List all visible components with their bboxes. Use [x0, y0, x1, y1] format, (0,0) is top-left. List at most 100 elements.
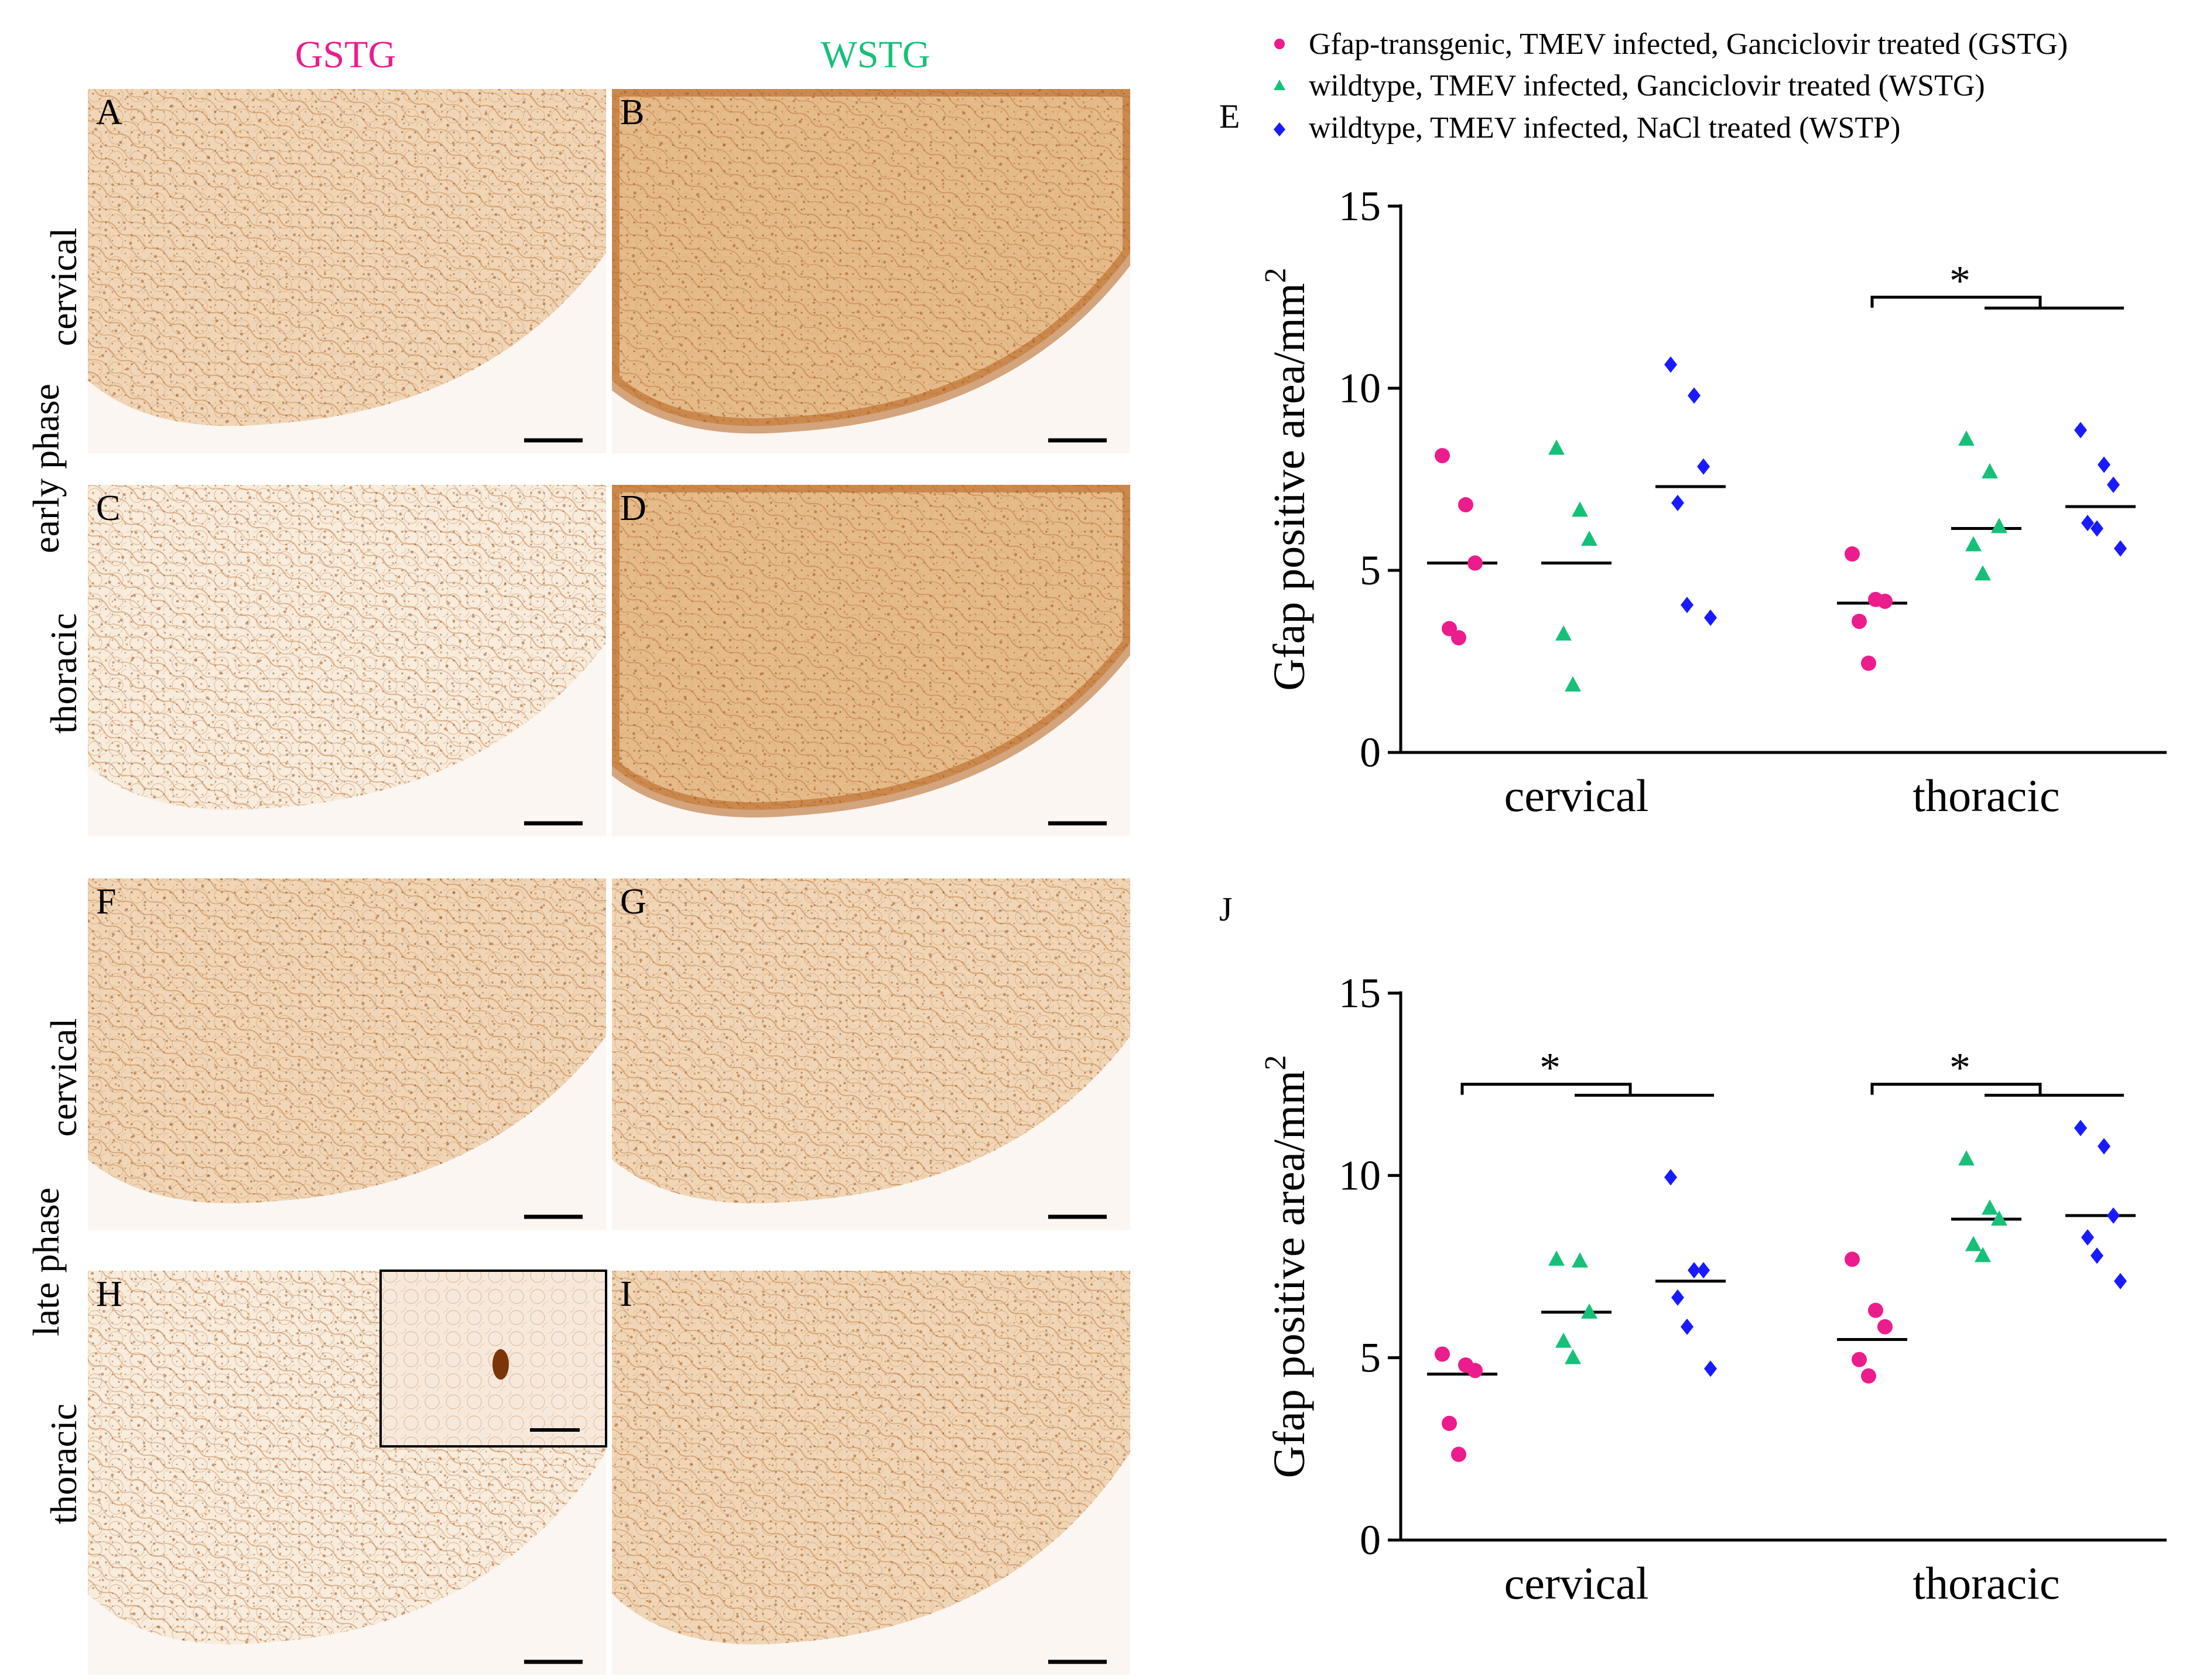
data-point-wstp	[2081, 1229, 2094, 1246]
micrograph-b: B	[612, 89, 1130, 453]
data-point-wstp	[2114, 1272, 2127, 1289]
data-point-gstg	[1877, 1319, 1893, 1335]
data-point-gstg	[1852, 614, 1867, 629]
chart-panel-e: E 0 5 10 15 Gfap positive area/mm2 cervical tho…	[1219, 97, 2167, 821]
significance-bracket	[1460, 1083, 1632, 1096]
data-point-gstg	[1852, 1351, 1867, 1367]
significance-bracket	[1870, 1083, 2042, 1096]
data-point-gstg	[1442, 621, 1457, 637]
legend-label-wstp: wildtype, TMEV infected, NaCl treated (W…	[1309, 111, 1900, 145]
region-label-early-thoracic: thoracic	[43, 613, 84, 734]
x-category-label: thoracic	[1913, 1558, 2059, 1609]
panel-letter-a: A	[96, 93, 122, 132]
y-tick-label: 0	[1360, 1517, 1381, 1563]
data-point-wstg	[1982, 1199, 1998, 1215]
data-point-wstp	[2081, 515, 2094, 532]
chart-panel-j: J 0 5 10 15 Gfap positive area/mm2 cervical tho…	[1219, 890, 2167, 1609]
micrograph-a: A	[88, 89, 606, 453]
panel-letter-b: B	[620, 93, 644, 132]
panel-letter-h: H	[96, 1274, 122, 1314]
astrocyte-cell	[492, 1349, 509, 1380]
y-tick-label: 10	[1339, 365, 1381, 412]
data-point-wstg	[1555, 1332, 1572, 1348]
data-point-wstp	[1681, 1318, 1693, 1335]
data-point-wstg	[1958, 430, 1975, 446]
data-point-wstp	[1704, 609, 1717, 626]
micrograph-grid: A B C D F G H I	[88, 89, 1130, 1675]
y-tick-label: 15	[1339, 183, 1381, 230]
legend-marker-wstg	[1274, 80, 1285, 90]
data-point-wstg	[1581, 531, 1597, 546]
data-point-wstg	[1991, 518, 2007, 533]
x-category-label: cervical	[1504, 1558, 1649, 1609]
chart-panel-letter: J	[1219, 890, 1233, 928]
data-point-gstg	[1435, 1346, 1450, 1362]
panel-letter-f: F	[96, 882, 116, 922]
data-point-wstg	[1965, 536, 1982, 552]
data-point-wstg	[1991, 1210, 2007, 1226]
legend-marker-gstg	[1274, 39, 1285, 49]
data-point-wstp	[1688, 1262, 1701, 1279]
data-point-wstg	[1965, 1236, 1982, 1251]
significance-asterisk: *	[1949, 1045, 1970, 1092]
column-header-gstg: GSTG	[295, 33, 396, 76]
data-point-gstg	[1458, 497, 1473, 513]
phase-label-late: late phase	[25, 1188, 67, 1336]
panel-letter-d: D	[620, 488, 646, 528]
data-point-gstg	[1845, 546, 1860, 562]
y-axis-label: Gfap positive area/mm2	[1259, 1055, 1314, 1478]
data-point-wstp	[2091, 1247, 2103, 1264]
data-point-wstg	[1548, 1250, 1565, 1266]
data-point-wstp	[1671, 494, 1684, 511]
data-point-wstg	[1975, 565, 1991, 581]
x-category-label: thoracic	[1913, 770, 2059, 821]
data-point-gstg	[1845, 1251, 1860, 1267]
significance-bracket	[1870, 296, 2042, 309]
data-point-wstp	[1688, 387, 1701, 404]
data-point-wstg	[1548, 439, 1565, 455]
y-axis-label-superscript: 2	[1259, 268, 1292, 283]
data-point-wstp	[2098, 456, 2110, 473]
data-point-gstg	[1868, 1302, 1883, 1318]
data-point-wstg	[1555, 625, 1572, 641]
data-point-wstp	[2107, 1207, 2120, 1224]
micrograph-c: C	[88, 485, 606, 836]
y-tick-label: 15	[1339, 970, 1381, 1017]
data-point-wstp	[1704, 1360, 1717, 1377]
micrograph-i: I	[612, 1271, 1130, 1675]
micrograph-f: F	[88, 878, 606, 1230]
data-point-wstp	[1681, 597, 1693, 614]
legend-marker-wstp	[1274, 122, 1285, 136]
panel-letter-i: I	[620, 1274, 632, 1314]
data-point-gstg	[1451, 630, 1466, 646]
x-category-label: cervical	[1504, 770, 1649, 821]
micrograph-d: D	[612, 485, 1130, 836]
data-point-wstp	[2074, 1120, 2087, 1137]
legend-label-wstg: wildtype, TMEV infected, Ganciclovir tre…	[1309, 69, 1985, 102]
data-point-gstg	[1861, 655, 1876, 671]
data-point-wstg	[1572, 501, 1588, 517]
data-point-wstg	[1982, 463, 1998, 479]
panel-letter-g: G	[620, 882, 646, 922]
phase-label-early: early phase	[25, 384, 67, 553]
y-axis-label-superscript: 2	[1259, 1055, 1292, 1070]
data-point-gstg	[1451, 1446, 1466, 1462]
chart-panel-letter: E	[1219, 97, 1240, 135]
data-point-gstg	[1877, 593, 1893, 609]
data-point-gstg	[1442, 1415, 1457, 1431]
data-point-wstp	[1664, 356, 1677, 373]
data-point-wstg	[1975, 1247, 1991, 1262]
data-point-wstp	[1697, 458, 1710, 475]
data-point-gstg	[1435, 448, 1450, 464]
column-header-wstg: WSTG	[821, 33, 930, 76]
data-point-wstp	[2107, 476, 2120, 493]
data-point-wstp	[2098, 1138, 2110, 1155]
data-point-wstp	[1664, 1169, 1677, 1186]
region-label-early-cervical: cervical	[43, 228, 84, 347]
significance-asterisk: *	[1949, 258, 1970, 304]
significance-asterisk: *	[1539, 1045, 1561, 1092]
y-tick-label: 5	[1360, 547, 1381, 594]
legend: Gfap-transgenic, TMEV infected, Ganciclo…	[1274, 28, 2068, 145]
region-label-late-thoracic: thoracic	[43, 1404, 84, 1524]
